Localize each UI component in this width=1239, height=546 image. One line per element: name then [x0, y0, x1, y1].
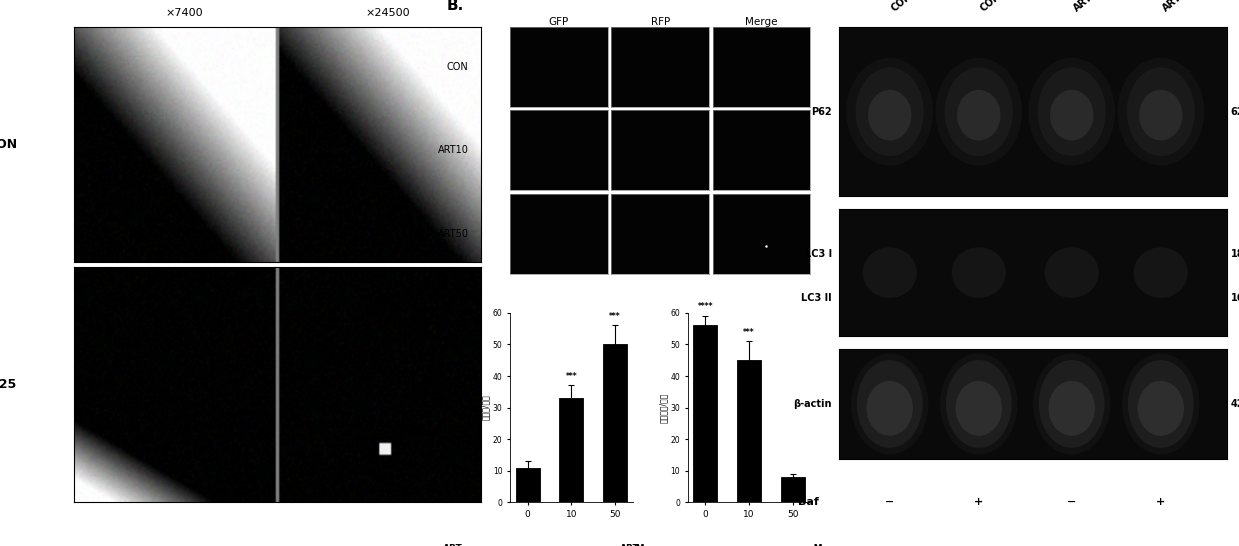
Bar	[559, 398, 584, 502]
Bar	[694, 325, 717, 502]
Ellipse shape	[866, 381, 913, 436]
Bar	[737, 360, 761, 502]
Text: β-actin: β-actin	[793, 399, 831, 409]
Text: ****: ****	[698, 302, 712, 311]
Text: 16KD: 16KD	[1230, 293, 1239, 303]
Ellipse shape	[857, 360, 923, 448]
Ellipse shape	[1044, 247, 1099, 298]
Text: +: +	[974, 497, 984, 507]
Ellipse shape	[1118, 58, 1204, 165]
Y-axis label: 自噬体/细胞: 自噬体/细胞	[481, 395, 489, 420]
Ellipse shape	[935, 58, 1022, 165]
Text: ×7400: ×7400	[165, 8, 203, 18]
Ellipse shape	[856, 67, 924, 156]
Ellipse shape	[952, 247, 1006, 298]
Text: P62: P62	[812, 107, 831, 117]
Ellipse shape	[1037, 67, 1105, 156]
Text: CON: CON	[890, 0, 914, 14]
Text: ART6.25: ART6.25	[1161, 0, 1202, 14]
Ellipse shape	[862, 247, 917, 298]
Ellipse shape	[1134, 247, 1188, 298]
Bar	[781, 477, 804, 502]
Ellipse shape	[1038, 360, 1105, 448]
Text: ***: ***	[743, 328, 755, 336]
Ellipse shape	[846, 58, 933, 165]
Text: LC3 I: LC3 I	[804, 248, 831, 259]
Text: ART: ART	[621, 544, 641, 546]
Text: 18KD: 18KD	[1230, 248, 1239, 259]
Text: Baf: Baf	[798, 497, 819, 507]
Bar	[603, 345, 627, 502]
Ellipse shape	[851, 353, 928, 454]
Text: CON: CON	[979, 0, 1004, 14]
Text: ×24500: ×24500	[366, 8, 410, 18]
Ellipse shape	[1139, 90, 1182, 140]
Text: ART: ART	[442, 544, 462, 546]
Text: μM: μM	[807, 544, 823, 546]
Bar	[515, 467, 540, 502]
Ellipse shape	[1048, 381, 1095, 436]
Title: Merge: Merge	[745, 16, 778, 27]
Text: 62KD: 62KD	[1230, 107, 1239, 117]
Text: CON: CON	[0, 138, 17, 151]
Ellipse shape	[957, 90, 1000, 140]
Ellipse shape	[944, 67, 1012, 156]
Y-axis label: ART10: ART10	[437, 145, 468, 156]
Text: LC3 II: LC3 II	[800, 293, 831, 303]
Ellipse shape	[945, 360, 1012, 448]
Y-axis label: 自噬面体/细胞: 自噬面体/细胞	[659, 393, 668, 423]
Text: ***: ***	[565, 372, 577, 381]
Text: +: +	[1156, 497, 1166, 507]
Text: μM: μM	[629, 544, 644, 546]
Ellipse shape	[1028, 58, 1115, 165]
Ellipse shape	[955, 381, 1002, 436]
Text: ART6.25: ART6.25	[1072, 0, 1113, 14]
Ellipse shape	[940, 353, 1017, 454]
Ellipse shape	[1049, 90, 1093, 140]
Ellipse shape	[869, 90, 912, 140]
Ellipse shape	[1123, 353, 1199, 454]
Ellipse shape	[1126, 67, 1194, 156]
Ellipse shape	[1137, 381, 1184, 436]
Title: GFP: GFP	[549, 16, 569, 27]
Text: B.: B.	[447, 0, 465, 13]
Y-axis label: ART50: ART50	[437, 229, 468, 239]
Text: ART6.25: ART6.25	[0, 378, 17, 391]
Text: 42KD: 42KD	[1230, 399, 1239, 409]
Text: ***: ***	[610, 312, 621, 321]
Y-axis label: CON: CON	[447, 62, 468, 72]
Text: −: −	[885, 497, 895, 507]
Title: RFP: RFP	[650, 16, 670, 27]
Text: −: −	[1067, 497, 1077, 507]
Ellipse shape	[1033, 353, 1110, 454]
Ellipse shape	[1127, 360, 1193, 448]
